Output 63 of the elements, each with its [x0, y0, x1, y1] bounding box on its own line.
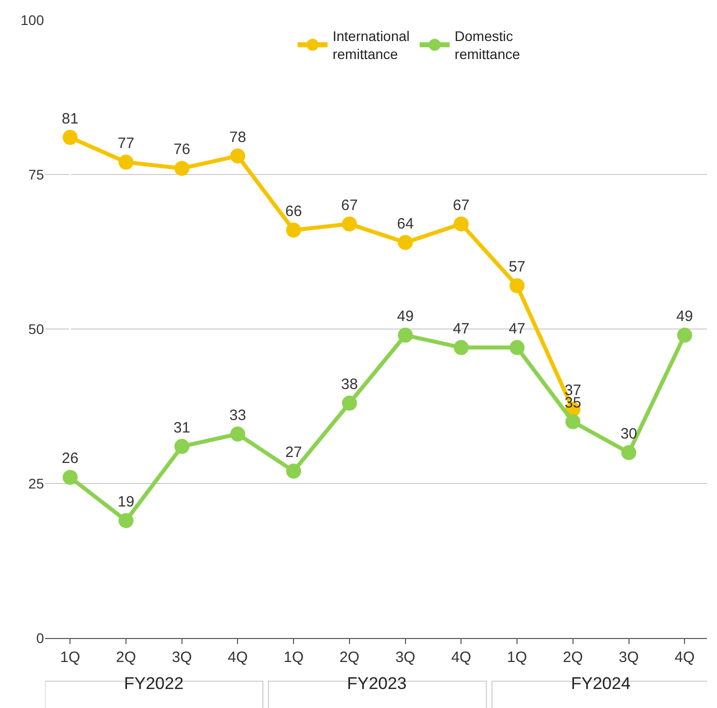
y-tick-label: 50: [28, 320, 44, 337]
data-label: 33: [229, 406, 246, 424]
text: FY2024: [571, 674, 631, 693]
x-tick-label: 4Q: [451, 649, 472, 666]
x-tick-label: 3Q: [618, 649, 639, 666]
data-label: 57: [508, 258, 526, 276]
data-label: 81: [62, 110, 78, 128]
x-tick-label: 1Q: [284, 649, 304, 666]
point: [230, 426, 246, 442]
point: [398, 234, 413, 250]
point: [398, 328, 413, 343]
legend-label: International remittance: [332, 28, 410, 62]
data-label: 76: [174, 141, 190, 158]
point: [454, 340, 469, 356]
data-label: 47: [452, 320, 470, 338]
legend-label: Domestic remittance: [454, 28, 520, 62]
point: [286, 222, 302, 238]
x-tick-label: 3Q: [172, 649, 192, 666]
data-label: 26: [62, 450, 78, 468]
text: FY2023: [347, 674, 407, 693]
x-tick-label: 4Q: [228, 649, 248, 666]
text: FY2022: [124, 674, 184, 693]
data-label: 31: [174, 419, 190, 436]
y-tick-label: 100: [20, 12, 44, 28]
point: [677, 328, 692, 343]
x-tick-label: 1Q: [60, 649, 80, 666]
y-tick-label: 75: [28, 166, 44, 182]
point: [230, 148, 246, 164]
point: [510, 278, 525, 294]
x-tick-label: 2Q: [562, 649, 583, 666]
point: [454, 216, 469, 232]
x-tick-label: 2Q: [339, 649, 360, 666]
point: [62, 130, 78, 145]
point: [118, 513, 134, 528]
point: [62, 470, 78, 485]
data-label: 27: [285, 444, 302, 462]
x-tick-label: 1Q: [507, 649, 528, 666]
y-tick-label: 0: [36, 630, 44, 646]
point: [565, 414, 580, 430]
data-label: 64: [396, 215, 414, 232]
point: [174, 438, 190, 454]
data-label: 67: [341, 196, 358, 214]
data-label: 49: [676, 308, 693, 326]
y-tick-label: 25: [28, 475, 44, 492]
data-label: 77: [118, 135, 134, 152]
x-tick-label: 3Q: [395, 649, 416, 666]
data-label: 19: [118, 493, 134, 510]
data-label: 78: [229, 128, 246, 146]
x-tick-label: 4Q: [674, 649, 695, 666]
point: [342, 216, 357, 232]
data-label: 66: [285, 202, 302, 220]
point: [510, 340, 525, 356]
data-label: 47: [508, 320, 526, 338]
x-tick-label: 2Q: [116, 649, 136, 666]
point: [174, 160, 190, 176]
data-label: 49: [396, 308, 414, 326]
data-label: 30: [620, 425, 638, 442]
data-label: 38: [341, 376, 358, 394]
point: [286, 464, 302, 479]
data-label: 67: [452, 196, 470, 214]
point: [118, 154, 134, 170]
point: [621, 445, 636, 460]
point: [342, 396, 357, 411]
